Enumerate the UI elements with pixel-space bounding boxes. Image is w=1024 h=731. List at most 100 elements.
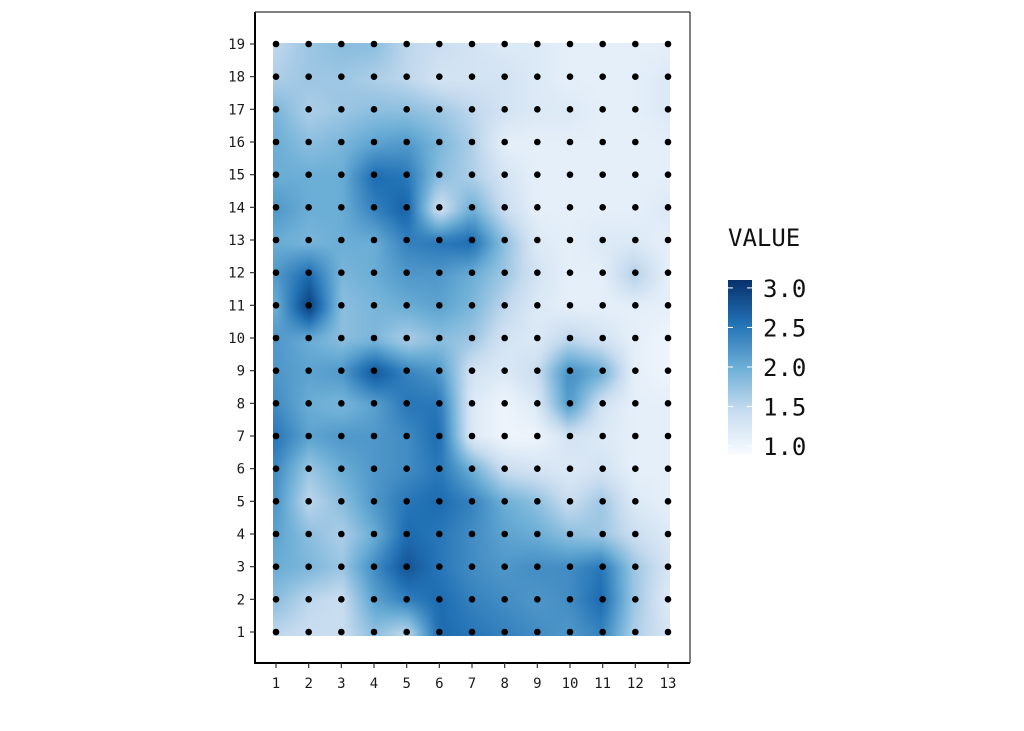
data-point-x6-y11: [436, 302, 443, 309]
legend: VALUE 1.0 1.5 2.0 2.5 3.0: [728, 224, 806, 461]
data-point-x8-y18: [501, 73, 508, 80]
data-point-x10-y9: [566, 367, 574, 374]
data-point-x9-y11: [534, 302, 541, 309]
data-point-x3-y18: [338, 73, 345, 80]
data-point-x13-y6: [664, 465, 672, 472]
data-point-x11-y8: [599, 400, 606, 407]
data-point-x11-y11: [599, 302, 606, 309]
data-point-x6-y16: [436, 138, 443, 146]
data-point-x11-y18: [599, 73, 606, 80]
data-point-x13-y19: [664, 40, 672, 48]
data-point-x1-y11: [272, 302, 280, 309]
data-point-x8-y2: [501, 596, 508, 603]
data-point-x2-y9: [305, 367, 312, 374]
data-point-x8-y6: [501, 465, 508, 472]
data-point-x4-y17: [370, 106, 378, 113]
data-point-x12-y2: [632, 596, 639, 603]
data-point-x4-y8: [370, 400, 378, 407]
data-point-x12-y11: [632, 302, 639, 309]
data-point-x2-y2: [305, 596, 312, 603]
data-point-x1-y15: [272, 171, 280, 178]
data-point-x5-y13: [403, 236, 410, 244]
y-tick-label-18: 18: [228, 70, 245, 86]
data-point-x9-y16: [534, 138, 541, 146]
data-point-x1-y9: [272, 367, 280, 374]
data-point-x1-y5: [272, 498, 280, 505]
data-point-x2-y7: [305, 432, 312, 440]
data-point-x8-y13: [501, 236, 508, 244]
data-point-x13-y17: [664, 106, 672, 113]
data-point-x4-y10: [370, 334, 378, 342]
x-tick-label-6: 6: [435, 676, 443, 692]
data-point-x13-y10: [664, 334, 672, 342]
data-point-x6-y10: [436, 334, 443, 342]
data-point-x3-y10: [338, 334, 345, 342]
data-point-x9-y15: [534, 171, 541, 178]
data-point-x12-y8: [632, 400, 639, 407]
data-point-x3-y14: [338, 204, 345, 211]
y-tick-label-13: 13: [228, 233, 245, 249]
y-tick-label-11: 11: [228, 298, 245, 314]
data-point-x5-y14: [403, 204, 410, 211]
data-point-x6-y3: [436, 563, 443, 570]
data-point-x9-y5: [534, 498, 541, 505]
data-point-x9-y17: [534, 106, 541, 113]
data-point-x7-y13: [468, 236, 476, 244]
data-point-x7-y3: [468, 563, 476, 570]
data-point-x13-y7: [664, 432, 672, 440]
data-point-x8-y8: [501, 400, 508, 407]
data-point-x13-y5: [664, 498, 672, 505]
data-point-x3-y11: [338, 302, 345, 309]
data-point-x9-y19: [534, 40, 541, 48]
data-point-x5-y17: [403, 106, 410, 113]
legend-title: VALUE: [728, 224, 800, 252]
data-point-x11-y1: [599, 628, 606, 636]
data-point-x8-y1: [501, 628, 508, 636]
data-point-x6-y6: [436, 465, 443, 472]
data-point-x11-y17: [599, 106, 606, 113]
data-point-x3-y6: [338, 465, 345, 472]
data-point-x4-y14: [370, 204, 378, 211]
data-point-x4-y2: [370, 596, 378, 603]
y-tick-label-19: 19: [228, 37, 245, 53]
data-point-x11-y14: [599, 204, 606, 211]
y-tick-label-8: 8: [237, 396, 245, 412]
x-axis-ticks: 1 2 3 4 5 6 7 8 9 10 11 12 13: [272, 663, 676, 692]
data-point-x3-y12: [338, 269, 345, 276]
data-point-x11-y12: [599, 269, 606, 276]
y-tick-label-9: 9: [237, 364, 245, 380]
data-point-x11-y6: [599, 465, 606, 472]
data-point-x12-y13: [632, 236, 639, 244]
y-tick-label-6: 6: [237, 462, 245, 478]
data-point-x12-y1: [632, 628, 639, 636]
data-point-x7-y14: [468, 204, 476, 211]
data-point-x3-y9: [338, 367, 345, 374]
data-point-x10-y4: [566, 530, 574, 538]
data-point-x13-y4: [664, 530, 672, 538]
data-point-x6-y5: [436, 498, 443, 505]
legend-label-4: 3.0: [763, 275, 806, 303]
data-point-x11-y10: [599, 334, 606, 342]
data-point-x6-y18: [436, 73, 443, 80]
data-point-x2-y1: [305, 628, 312, 636]
data-point-x12-y18: [632, 73, 639, 80]
y-tick-label-16: 16: [228, 135, 245, 151]
data-point-x9-y3: [534, 563, 541, 570]
data-point-x2-y14: [305, 204, 312, 211]
data-point-x12-y5: [632, 498, 639, 505]
data-point-x10-y13: [566, 236, 574, 244]
data-point-x8-y12: [501, 269, 508, 276]
y-tick-label-10: 10: [228, 331, 245, 347]
data-point-x7-y16: [468, 138, 476, 146]
data-point-x1-y16: [272, 138, 280, 146]
x-tick-label-7: 7: [468, 676, 476, 692]
legend-label-3: 2.5: [763, 314, 806, 342]
data-point-x12-y16: [632, 138, 639, 146]
data-point-x9-y6: [534, 465, 541, 472]
data-point-x7-y18: [468, 73, 476, 80]
data-point-x5-y4: [403, 530, 410, 538]
data-point-x8-y17: [501, 106, 508, 113]
data-point-x1-y14: [272, 204, 280, 211]
data-point-x3-y8: [338, 400, 345, 407]
data-point-x3-y19: [338, 40, 345, 48]
